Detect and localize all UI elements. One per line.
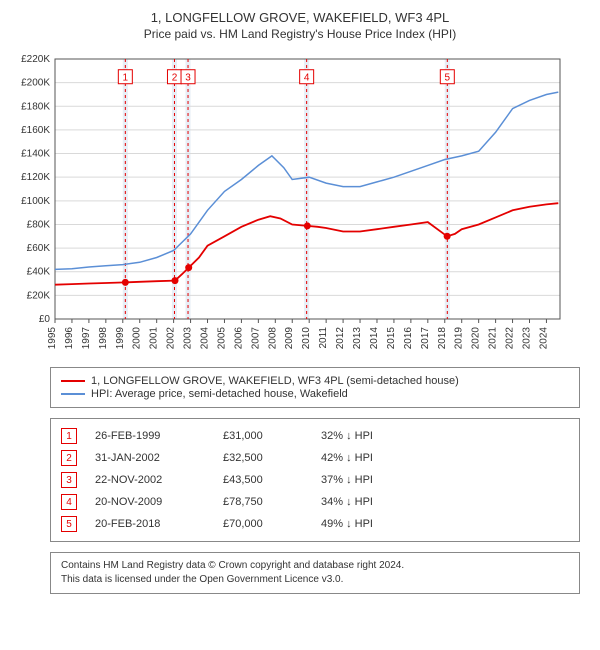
sales-row: 2 31-JAN-2002 £32,500 42% ↓ HPI [61, 447, 569, 469]
legend-label-hpi: HPI: Average price, semi-detached house,… [91, 388, 348, 400]
sale-marker: 5 [61, 516, 77, 532]
sales-row: 5 20-FEB-2018 £70,000 49% ↓ HPI [61, 513, 569, 535]
svg-text:2021: 2021 [488, 327, 499, 350]
legend-swatch-hpi [61, 393, 85, 395]
svg-text:1: 1 [123, 73, 129, 84]
svg-text:1998: 1998 [98, 327, 109, 350]
svg-text:2009: 2009 [284, 327, 295, 350]
legend: 1, LONGFELLOW GROVE, WAKEFIELD, WF3 4PL … [50, 367, 580, 408]
svg-text:2017: 2017 [420, 327, 431, 350]
svg-text:1996: 1996 [64, 327, 75, 350]
svg-text:1997: 1997 [81, 327, 92, 350]
svg-text:2002: 2002 [166, 327, 177, 350]
svg-text:2007: 2007 [250, 327, 261, 350]
svg-text:4: 4 [304, 73, 310, 84]
svg-text:2011: 2011 [318, 327, 329, 349]
svg-text:£220K: £220K [21, 54, 50, 65]
svg-text:2016: 2016 [403, 327, 414, 350]
svg-text:£0: £0 [39, 314, 51, 325]
sales-row: 4 20-NOV-2009 £78,750 34% ↓ HPI [61, 491, 569, 513]
sales-table: 1 26-FEB-1999 £31,000 32% ↓ HPI 2 31-JAN-2002… [50, 418, 580, 542]
sales-row: 3 22-NOV-2002 £43,500 37% ↓ HPI [61, 469, 569, 491]
svg-text:2003: 2003 [183, 327, 194, 350]
footer-line2: This data is licensed under the Open Gov… [61, 573, 569, 587]
svg-text:£80K: £80K [27, 219, 51, 230]
svg-text:2008: 2008 [267, 327, 278, 350]
svg-text:2013: 2013 [352, 327, 363, 350]
sale-marker: 1 [61, 428, 77, 444]
sale-diff: 49% ↓ HPI [321, 518, 421, 530]
svg-text:£60K: £60K [27, 243, 51, 254]
chart-subtitle: Price paid vs. HM Land Registry's House … [10, 27, 590, 41]
sale-price: £31,000 [223, 430, 303, 442]
sale-marker: 4 [61, 494, 77, 510]
svg-text:£120K: £120K [21, 172, 50, 183]
sale-price: £70,000 [223, 518, 303, 530]
svg-text:2020: 2020 [471, 327, 482, 350]
sale-date: 31-JAN-2002 [95, 452, 205, 464]
legend-label-price: 1, LONGFELLOW GROVE, WAKEFIELD, WF3 4PL … [91, 375, 459, 387]
svg-text:1999: 1999 [115, 327, 126, 350]
sale-date: 22-NOV-2002 [95, 474, 205, 486]
sale-marker: 3 [61, 472, 77, 488]
sale-diff: 32% ↓ HPI [321, 430, 421, 442]
svg-text:2012: 2012 [335, 327, 346, 350]
svg-text:£100K: £100K [21, 196, 50, 207]
svg-text:£20K: £20K [27, 290, 51, 301]
svg-text:£160K: £160K [21, 125, 50, 136]
svg-text:2004: 2004 [200, 327, 211, 350]
chart-title: 1, LONGFELLOW GROVE, WAKEFIELD, WF3 4PL [10, 10, 590, 25]
svg-text:2010: 2010 [301, 327, 312, 350]
price-chart: £0 £20K £40K £60K £80K £100K £120K £140K £160K £1… [10, 49, 570, 359]
svg-text:2019: 2019 [454, 327, 465, 350]
svg-text:2024: 2024 [538, 327, 549, 350]
svg-text:2006: 2006 [233, 327, 244, 350]
svg-text:1995: 1995 [47, 327, 58, 350]
svg-text:3: 3 [185, 73, 191, 84]
chart-container: £0 £20K £40K £60K £80K £100K £120K £140K £160K £1… [10, 49, 590, 359]
svg-text:2005: 2005 [216, 327, 227, 350]
footer: Contains HM Land Registry data © Crown c… [50, 552, 580, 594]
sale-date: 26-FEB-1999 [95, 430, 205, 442]
svg-text:£180K: £180K [21, 101, 50, 112]
svg-text:£200K: £200K [21, 78, 50, 89]
sale-diff: 37% ↓ HPI [321, 474, 421, 486]
sale-date: 20-NOV-2009 [95, 496, 205, 508]
svg-text:£140K: £140K [21, 149, 50, 160]
sales-row: 1 26-FEB-1999 £31,000 32% ↓ HPI [61, 425, 569, 447]
svg-text:2001: 2001 [149, 327, 160, 350]
legend-row-hpi: HPI: Average price, semi-detached house,… [61, 388, 569, 400]
svg-text:2022: 2022 [505, 327, 516, 350]
svg-text:2018: 2018 [437, 327, 448, 350]
legend-row-price: 1, LONGFELLOW GROVE, WAKEFIELD, WF3 4PL … [61, 375, 569, 387]
svg-text:2000: 2000 [132, 327, 143, 350]
sale-price: £32,500 [223, 452, 303, 464]
sale-diff: 34% ↓ HPI [321, 496, 421, 508]
svg-text:£40K: £40K [27, 267, 51, 278]
svg-text:2023: 2023 [521, 327, 532, 350]
svg-text:2014: 2014 [369, 327, 380, 350]
legend-swatch-price [61, 380, 85, 382]
sale-price: £78,750 [223, 496, 303, 508]
footer-line1: Contains HM Land Registry data © Crown c… [61, 559, 569, 573]
sale-diff: 42% ↓ HPI [321, 452, 421, 464]
sale-price: £43,500 [223, 474, 303, 486]
sale-marker: 2 [61, 450, 77, 466]
svg-text:5: 5 [445, 73, 451, 84]
svg-text:2: 2 [172, 73, 178, 84]
sale-date: 20-FEB-2018 [95, 518, 205, 530]
svg-text:2015: 2015 [386, 327, 397, 350]
